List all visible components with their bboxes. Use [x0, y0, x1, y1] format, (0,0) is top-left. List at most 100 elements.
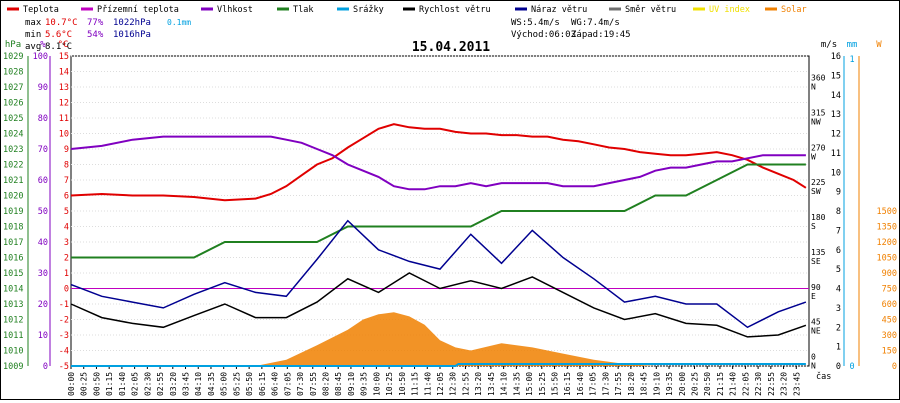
tick-hpa: 1028: [3, 68, 23, 78]
tick-ms: 6: [836, 246, 841, 256]
tick-ms: 10: [831, 168, 841, 178]
tick-percent: 0: [43, 362, 48, 372]
summary-wg: WG:7.4m/s: [571, 18, 620, 28]
tick-celsius: -3: [59, 331, 69, 341]
series-solar: [255, 312, 656, 366]
tick-direction: 45: [811, 318, 821, 327]
tick-percent: 100: [33, 52, 48, 62]
tick-direction-name: N: [811, 83, 816, 92]
x-tick-label: 07:55: [309, 372, 318, 396]
x-tick-label: 12:55: [461, 372, 470, 396]
x-tick-label: 06:40: [271, 372, 280, 396]
legend-label-pressure: Tlak: [293, 5, 313, 15]
tick-direction: 270: [811, 143, 826, 152]
tick-percent: 40: [38, 238, 48, 248]
tick-celsius: 8: [64, 161, 69, 171]
tick-mm: 1: [849, 55, 854, 65]
tick-celsius: -4: [59, 347, 69, 357]
tick-percent: 70: [38, 145, 48, 155]
stats-max-press: 1022hPa: [113, 18, 151, 28]
tick-direction: 315: [811, 108, 826, 117]
tick-celsius: 5: [64, 207, 69, 217]
legend-label-dir: Směr větru: [625, 5, 676, 15]
legend-label-temp: Teplota: [23, 5, 59, 15]
tick-hpa: 1010: [3, 347, 23, 357]
tick-hpa: 1021: [3, 176, 23, 186]
tick-celsius: 6: [64, 192, 69, 202]
tick-percent: 60: [38, 176, 48, 186]
legend-label-solar: Solar: [781, 5, 807, 15]
axis-title-hpa: hPa: [5, 40, 21, 50]
x-tick-label: 00:50: [92, 372, 101, 396]
legend-label-feels: Přízemní teplota: [97, 5, 179, 15]
summary-sunrise: Východ:06:03: [511, 30, 576, 40]
tick-direction-name: N: [811, 362, 816, 371]
tick-ms: 13: [831, 110, 841, 120]
tick-percent: 20: [38, 300, 48, 310]
x-tick-label: 19:35: [665, 372, 674, 396]
tick-hpa: 1012: [3, 316, 23, 326]
tick-w: 150: [882, 347, 897, 357]
tick-direction: 0: [811, 353, 816, 362]
tick-mm: 0: [849, 362, 854, 372]
tick-hpa: 1014: [3, 285, 23, 295]
tick-hpa: 1009: [3, 362, 23, 372]
x-tick-label: 21:40: [729, 372, 738, 396]
x-tick-label: 16:40: [576, 372, 585, 396]
tick-ms: 7: [836, 226, 841, 236]
x-tick-label: 21:15: [716, 372, 725, 396]
tick-ms: 4: [836, 285, 841, 295]
tick-percent: 90: [38, 83, 48, 93]
tick-ms: 5: [836, 265, 841, 275]
summary-sunset: Západ:19:45: [571, 30, 631, 40]
tick-hpa: 1018: [3, 223, 23, 233]
tick-ms: 3: [836, 304, 841, 314]
axis-title-w: W: [876, 40, 882, 50]
legend-label-gust: Náraz větru: [531, 5, 587, 15]
legend-label-humidity: Vlhkost: [217, 5, 253, 15]
tick-hpa: 1017: [3, 238, 23, 248]
x-tick-label: 08:20: [321, 372, 330, 396]
tick-percent: 80: [38, 114, 48, 124]
axis-title-mm: mm: [847, 40, 858, 50]
x-tick-label: 17:30: [601, 372, 610, 396]
tick-celsius: 4: [64, 223, 69, 233]
x-tick-label: 11:40: [423, 372, 432, 396]
tick-hpa: 1026: [3, 99, 23, 109]
tick-celsius: 15: [59, 52, 69, 62]
tick-w: 1200: [877, 238, 897, 248]
x-tick-label: 02:30: [143, 372, 152, 396]
x-tick-label: 01:15: [105, 372, 114, 396]
x-tick-label: 18:20: [627, 372, 636, 396]
x-tick-label: 06:15: [258, 372, 267, 396]
legend-label-wind: Rychlost větru: [419, 5, 491, 15]
series-tlak: [71, 163, 806, 259]
chart-title: 15.04.2011: [412, 40, 490, 55]
x-tick-label: 19:10: [652, 372, 661, 396]
tick-celsius: 9: [64, 145, 69, 155]
tick-w: 1050: [877, 254, 897, 264]
tick-ms: 15: [831, 71, 841, 81]
tick-direction: 90: [811, 283, 821, 292]
tick-celsius: 10: [59, 130, 69, 140]
x-tick-label: 02:55: [156, 372, 165, 396]
tick-ms: 11: [831, 149, 841, 159]
x-axis-label: čas: [816, 371, 831, 382]
tick-w: 0: [892, 362, 897, 372]
x-tick-label: 05:25: [232, 372, 241, 396]
tick-direction-name: SW: [811, 187, 821, 196]
tick-hpa: 1029: [3, 52, 23, 62]
stats-min-temp: 5.6°C: [45, 30, 72, 40]
tick-ms: 9: [836, 188, 841, 198]
tick-direction-name: NE: [811, 327, 821, 336]
tick-w: 900: [882, 269, 897, 279]
tick-percent: 30: [38, 269, 48, 279]
tick-celsius: -1: [59, 300, 69, 310]
x-tick-label: 10:50: [398, 372, 407, 396]
stats-block: max 10.7°C 77% 1022hPa 0.1mm min 5.6°C 5…: [25, 18, 191, 52]
tick-percent: 50: [38, 207, 48, 217]
x-tick-label: 01:40: [118, 372, 127, 396]
summary-block: WS:5.4m/s WG:7.4m/s Východ:06:03 Západ:1…: [511, 18, 631, 40]
x-tick-label: 22:55: [767, 372, 776, 396]
